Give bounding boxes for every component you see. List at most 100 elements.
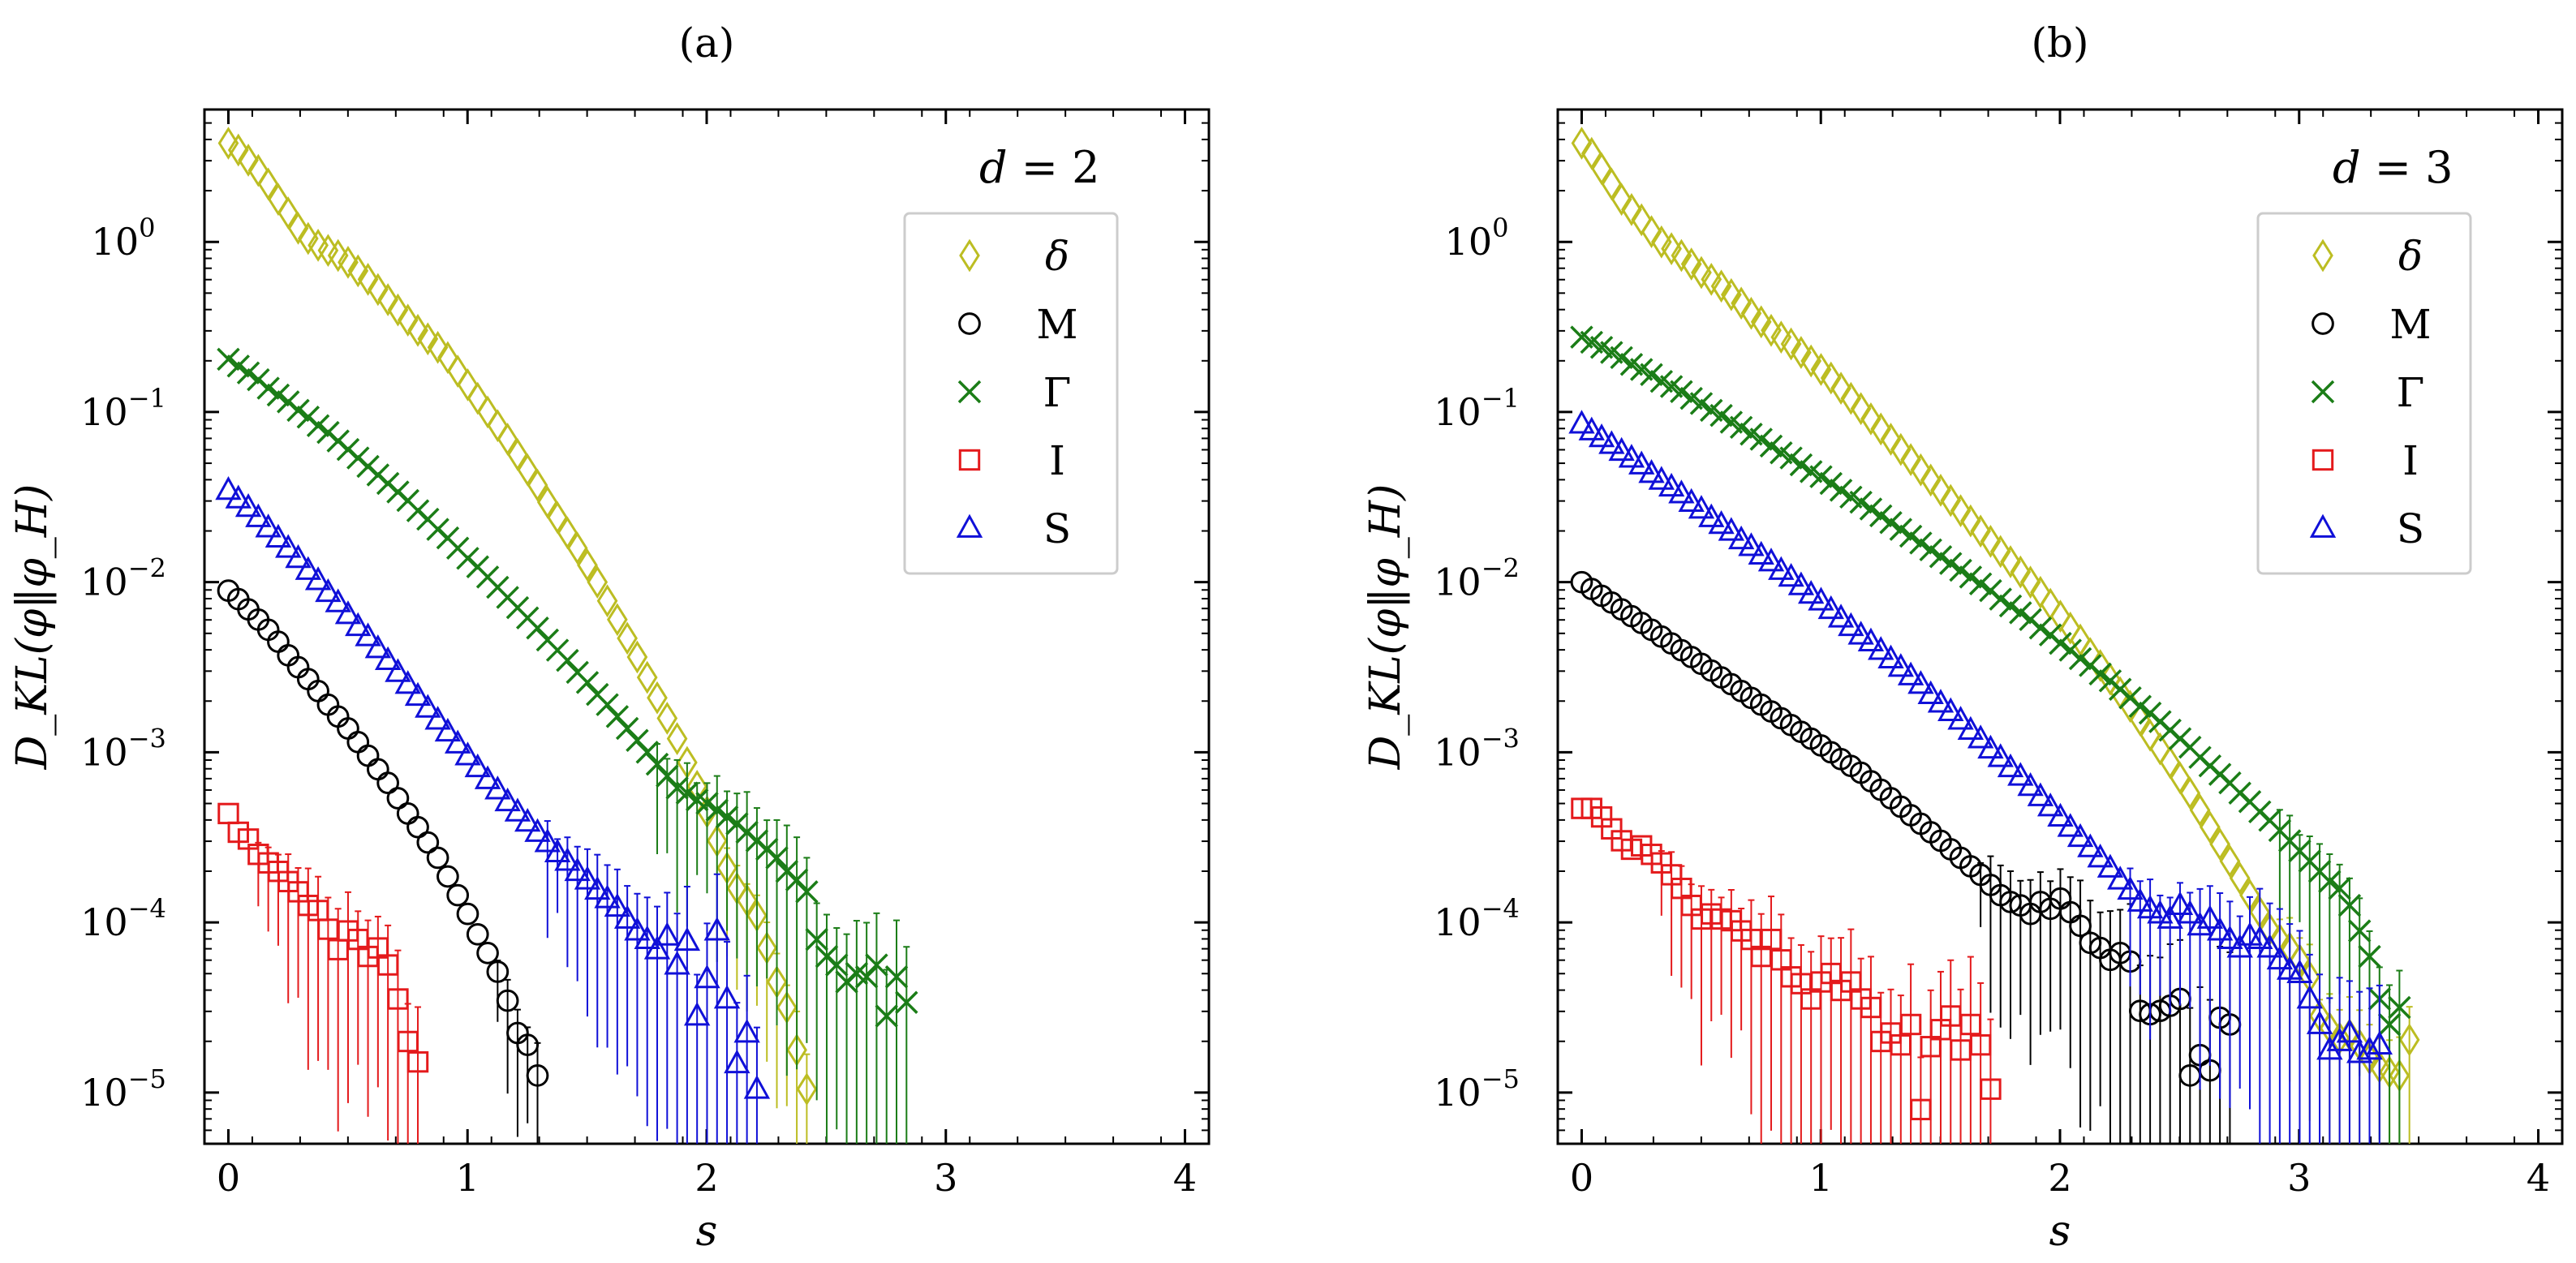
data-point [2318,870,2342,894]
data-point [694,964,720,989]
data-point [2077,833,2104,857]
data-point [703,917,730,941]
data-point [1937,697,1964,721]
x-tick-label: 0 [1570,1156,1593,1200]
y-tick-label: 10−4 [1434,893,1520,944]
data-point [347,254,369,288]
data-point [2346,1039,2373,1063]
data-point [1890,432,1912,466]
data-point [507,438,528,471]
data-point [487,409,509,443]
data-point [426,846,449,870]
x-tick-label: 1 [1809,1156,1833,1200]
data-point [634,925,660,950]
data-point [2009,601,2032,625]
data-point [2017,771,2044,797]
data-point [1638,459,1665,483]
data-point [1860,402,1881,436]
annotation: d = 3 [2333,142,2453,193]
data-point [404,681,432,707]
data-point [1910,453,1932,487]
data-point [1987,743,2014,767]
data-point [2147,900,2174,924]
data-point [1779,446,1803,470]
data-point [1989,535,2011,569]
legend-box [2256,212,2472,575]
data-point [317,234,339,268]
data-point [325,588,351,612]
data-point [2217,925,2243,950]
data-point [2356,1036,2383,1060]
data-point [1761,313,1782,347]
data-point [277,196,299,230]
data-point [2007,762,2034,786]
data-point [1849,490,1873,514]
data-point [1827,604,1855,628]
data-point [2157,904,2183,929]
data-point [1701,262,1722,296]
data-point [1791,336,1812,369]
data-point [385,658,411,682]
data-point [1997,753,2024,778]
series-square [1571,797,2002,1144]
data-point [1970,514,1991,548]
y-axis-label: D_KL(φ‖φ_H) [8,484,57,771]
data-point [554,847,581,871]
data-point [1750,305,1772,339]
y-tick-label: 10−3 [1434,723,1520,774]
data-point [238,144,259,177]
data-point [2107,866,2134,890]
data-point [1601,167,1623,201]
data-point [255,513,282,538]
data-point [1748,540,1774,565]
data-point [1998,594,2023,618]
data-point [2358,944,2381,969]
data-point [268,183,289,217]
data-point [264,523,292,548]
data-point [496,989,519,1012]
data-point [494,787,521,812]
data-point [2010,555,2032,589]
data-point [454,741,481,766]
data-point [1940,483,1962,518]
data-point [387,988,409,1010]
data-point [504,797,531,822]
data-point [1920,463,1942,497]
series-x [1570,325,2411,1144]
data-point [1857,627,1885,651]
data-point [664,951,690,975]
data-point [2347,919,2372,943]
data-point [1838,612,1864,637]
y-tick-label: 10−4 [80,893,166,944]
data-point [1980,524,2002,558]
data-point [2040,587,2062,621]
data-point [2196,904,2224,929]
data-point [1819,471,1843,496]
data-point [517,453,539,487]
data-point [1850,392,1872,426]
data-point [1688,495,1715,519]
data-point [743,1075,771,1099]
series-triangle [1568,410,2393,1144]
data-point [1650,225,1672,259]
x-tick-label: 0 [217,1156,240,1200]
data-point [1950,494,1972,527]
data-point [1989,587,2012,611]
data-point [415,694,441,718]
panel-label: (a) [679,19,735,67]
data-point [534,828,561,853]
data-point [2057,813,2084,837]
data-point [1899,1013,1922,1036]
y-tick-label: 10−1 [1434,383,1520,434]
data-point [1768,556,1795,580]
y-axis-label: D_KL(φ‖φ_H) [1361,484,1410,771]
data-point [1691,256,1712,290]
data-point [1780,327,1802,361]
data-point [1680,247,1702,281]
data-point [466,922,489,946]
data-point [1757,548,1785,572]
data-point [334,600,362,625]
data-point [476,942,499,964]
data-point [1899,524,1923,548]
legend-marker [2312,449,2334,471]
